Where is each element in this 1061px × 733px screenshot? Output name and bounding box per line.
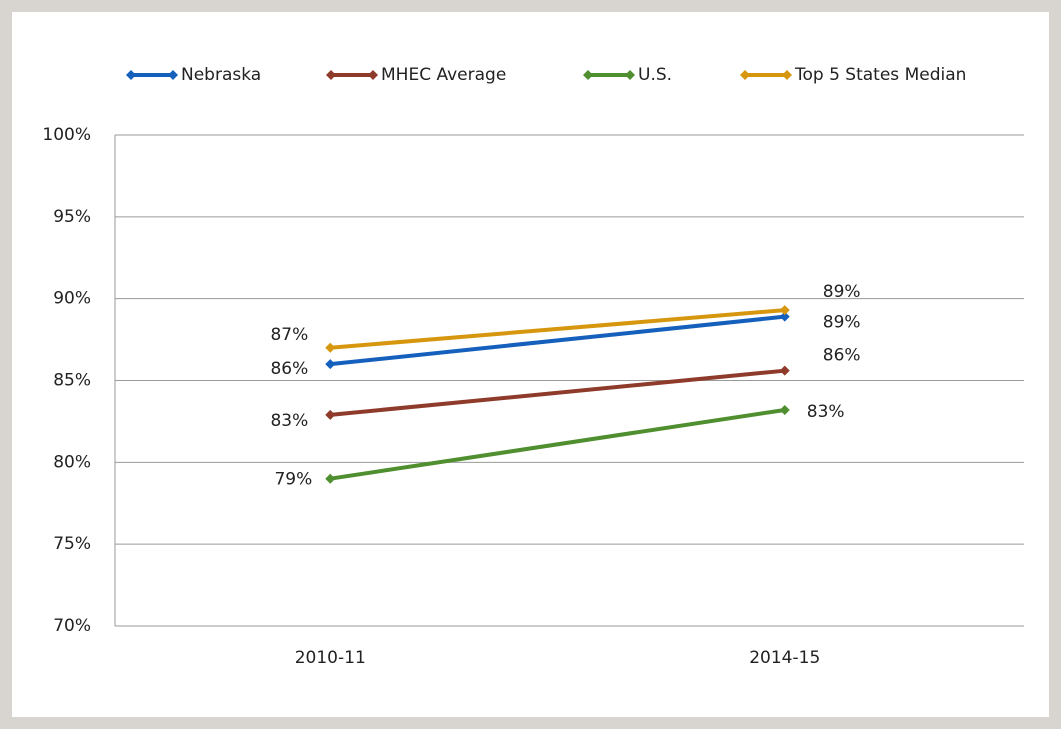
point-marker bbox=[325, 359, 336, 370]
legend-marker bbox=[782, 70, 792, 80]
legend-marker bbox=[168, 70, 178, 80]
y-tick-label: 90% bbox=[53, 289, 91, 309]
series-line bbox=[330, 308, 785, 350]
legend-label: U.S. bbox=[638, 65, 672, 85]
series-line bbox=[330, 368, 785, 417]
data-label: 79% bbox=[274, 470, 312, 490]
data-label: 89% bbox=[823, 313, 861, 333]
data-label: 87% bbox=[270, 325, 308, 345]
point-marker bbox=[325, 409, 336, 420]
data-label: 83% bbox=[270, 411, 308, 431]
legend-marker bbox=[625, 70, 635, 80]
point-marker bbox=[325, 342, 336, 353]
data-label: 86% bbox=[823, 346, 861, 366]
point-marker bbox=[779, 404, 790, 415]
x-tick-label: 2010-11 bbox=[295, 648, 366, 668]
data-label: 83% bbox=[807, 402, 845, 422]
y-tick-label: 95% bbox=[53, 207, 91, 227]
point-marker bbox=[779, 311, 790, 322]
y-tick-label: 70% bbox=[53, 616, 91, 636]
legend-label: MHEC Average bbox=[381, 65, 506, 85]
series-line bbox=[330, 314, 785, 367]
legend-marker bbox=[368, 70, 378, 80]
y-tick-label: 100% bbox=[42, 125, 91, 145]
legend-label: Top 5 States Median bbox=[794, 65, 966, 85]
data-label: 86% bbox=[270, 359, 308, 379]
point-marker bbox=[325, 473, 336, 484]
y-tick-label: 75% bbox=[53, 534, 91, 554]
y-tick-label: 85% bbox=[53, 371, 91, 391]
legend-marker bbox=[326, 70, 336, 80]
point-marker bbox=[779, 305, 790, 316]
legend-marker bbox=[126, 70, 136, 80]
legend-marker bbox=[583, 70, 593, 80]
point-marker bbox=[779, 365, 790, 376]
data-label: 89% bbox=[823, 282, 861, 302]
series-line bbox=[329, 407, 786, 481]
legend-marker bbox=[740, 70, 750, 80]
x-tick-label: 2014-15 bbox=[749, 648, 820, 668]
legend-label: Nebraska bbox=[181, 65, 261, 85]
y-tick-label: 80% bbox=[53, 452, 91, 472]
